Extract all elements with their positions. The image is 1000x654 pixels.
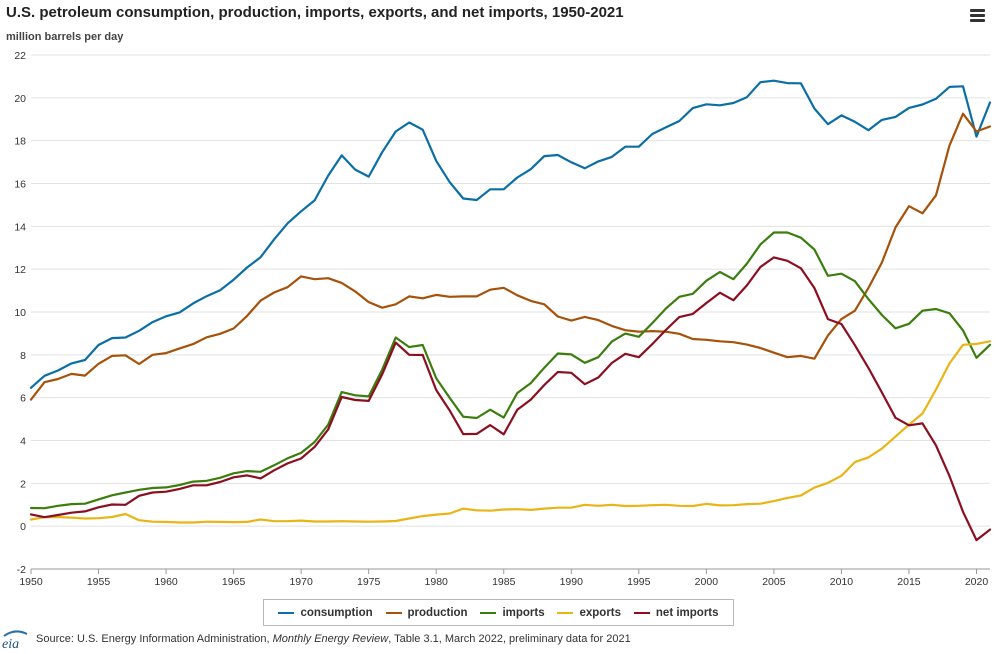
y-tick-label: 6 bbox=[20, 393, 26, 405]
legend-item-net-imports[interactable]: net imports bbox=[633, 606, 719, 619]
series-line-net-imports bbox=[29, 256, 992, 542]
x-tick-label: 1980 bbox=[425, 576, 449, 588]
x-tick-label: 1950 bbox=[19, 576, 43, 588]
legend-swatch bbox=[278, 611, 295, 614]
y-tick-label: -2 bbox=[17, 564, 26, 576]
menu-bar-bottom bbox=[970, 19, 985, 22]
y-tick-label: 12 bbox=[14, 264, 26, 276]
x-tick-label: 1990 bbox=[560, 576, 584, 588]
x-tick-label: 1970 bbox=[289, 576, 313, 588]
legend-item-imports[interactable]: imports bbox=[480, 606, 545, 619]
x-tick-label: 2020 bbox=[965, 576, 989, 588]
x-tick-label: 2015 bbox=[897, 576, 921, 588]
x-tick-label: 1985 bbox=[492, 576, 516, 588]
eia-logo-text: eia bbox=[2, 637, 19, 651]
source-publication: Monthly Energy Review bbox=[272, 633, 389, 645]
y-tick-label: 4 bbox=[20, 436, 26, 448]
source-suffix: , Table 3.1, March 2022, preliminary dat… bbox=[388, 633, 631, 645]
y-tick-label: 18 bbox=[14, 136, 26, 148]
source-prefix: Source: U.S. Energy Information Administ… bbox=[36, 633, 270, 645]
y-tick-label: 16 bbox=[14, 179, 26, 191]
menu-bar-middle bbox=[970, 14, 985, 17]
legend-swatch bbox=[633, 611, 650, 614]
legend-label: production bbox=[407, 606, 468, 619]
legend-swatch bbox=[385, 611, 402, 614]
x-tick-label: 2005 bbox=[762, 576, 786, 588]
line-chart: -2 0 2 4 6 8 10 12 14 16 18 20 22 1950 1955 1960 1965 197… bbox=[14, 50, 992, 588]
y-tick-label: 22 bbox=[14, 50, 26, 62]
legend-label: imports bbox=[502, 606, 545, 619]
legend-item-consumption[interactable]: consumption bbox=[278, 606, 373, 619]
y-tick-label: 10 bbox=[14, 307, 26, 319]
y-tick-label: 2 bbox=[20, 478, 26, 490]
y-tick-label: 20 bbox=[14, 93, 26, 105]
legend-label: exports bbox=[579, 606, 622, 619]
y-tick-label: 8 bbox=[20, 350, 26, 362]
x-tick-label: 1975 bbox=[357, 576, 381, 588]
x-tick-label: 1965 bbox=[222, 576, 246, 588]
x-tick-label: 1960 bbox=[154, 576, 178, 588]
legend-item-exports[interactable]: exports bbox=[557, 607, 621, 619]
x-tick-label: 2010 bbox=[830, 576, 854, 588]
y-axis-unit-label: million barrels per day bbox=[6, 31, 124, 43]
eia-logo: eia bbox=[2, 630, 28, 651]
legend-item-production[interactable]: production bbox=[385, 606, 468, 619]
legend-label: consumption bbox=[300, 606, 373, 619]
menu-bar-top bbox=[970, 9, 985, 12]
x-tick-label: 1955 bbox=[87, 576, 111, 588]
x-tick-label: 2000 bbox=[695, 576, 719, 588]
legend-swatch bbox=[480, 611, 497, 614]
series-line-exports bbox=[29, 340, 992, 524]
series-line-consumption bbox=[29, 79, 992, 389]
y-tick-label: 14 bbox=[14, 221, 26, 233]
series-line-production bbox=[29, 112, 992, 401]
series-line-imports bbox=[29, 231, 992, 510]
hamburger-menu-icon[interactable] bbox=[966, 6, 990, 26]
legend-label: net imports bbox=[655, 606, 719, 619]
y-tick-label: 0 bbox=[20, 521, 26, 533]
source-note: Source: U.S. Energy Information Administ… bbox=[36, 633, 631, 645]
chart-legend: consumption production imports exports net i… bbox=[263, 599, 734, 626]
x-tick-label: 1995 bbox=[627, 576, 651, 588]
chart-title: U.S. petroleum consumption, production, … bbox=[6, 4, 624, 21]
legend-swatch bbox=[557, 611, 574, 614]
